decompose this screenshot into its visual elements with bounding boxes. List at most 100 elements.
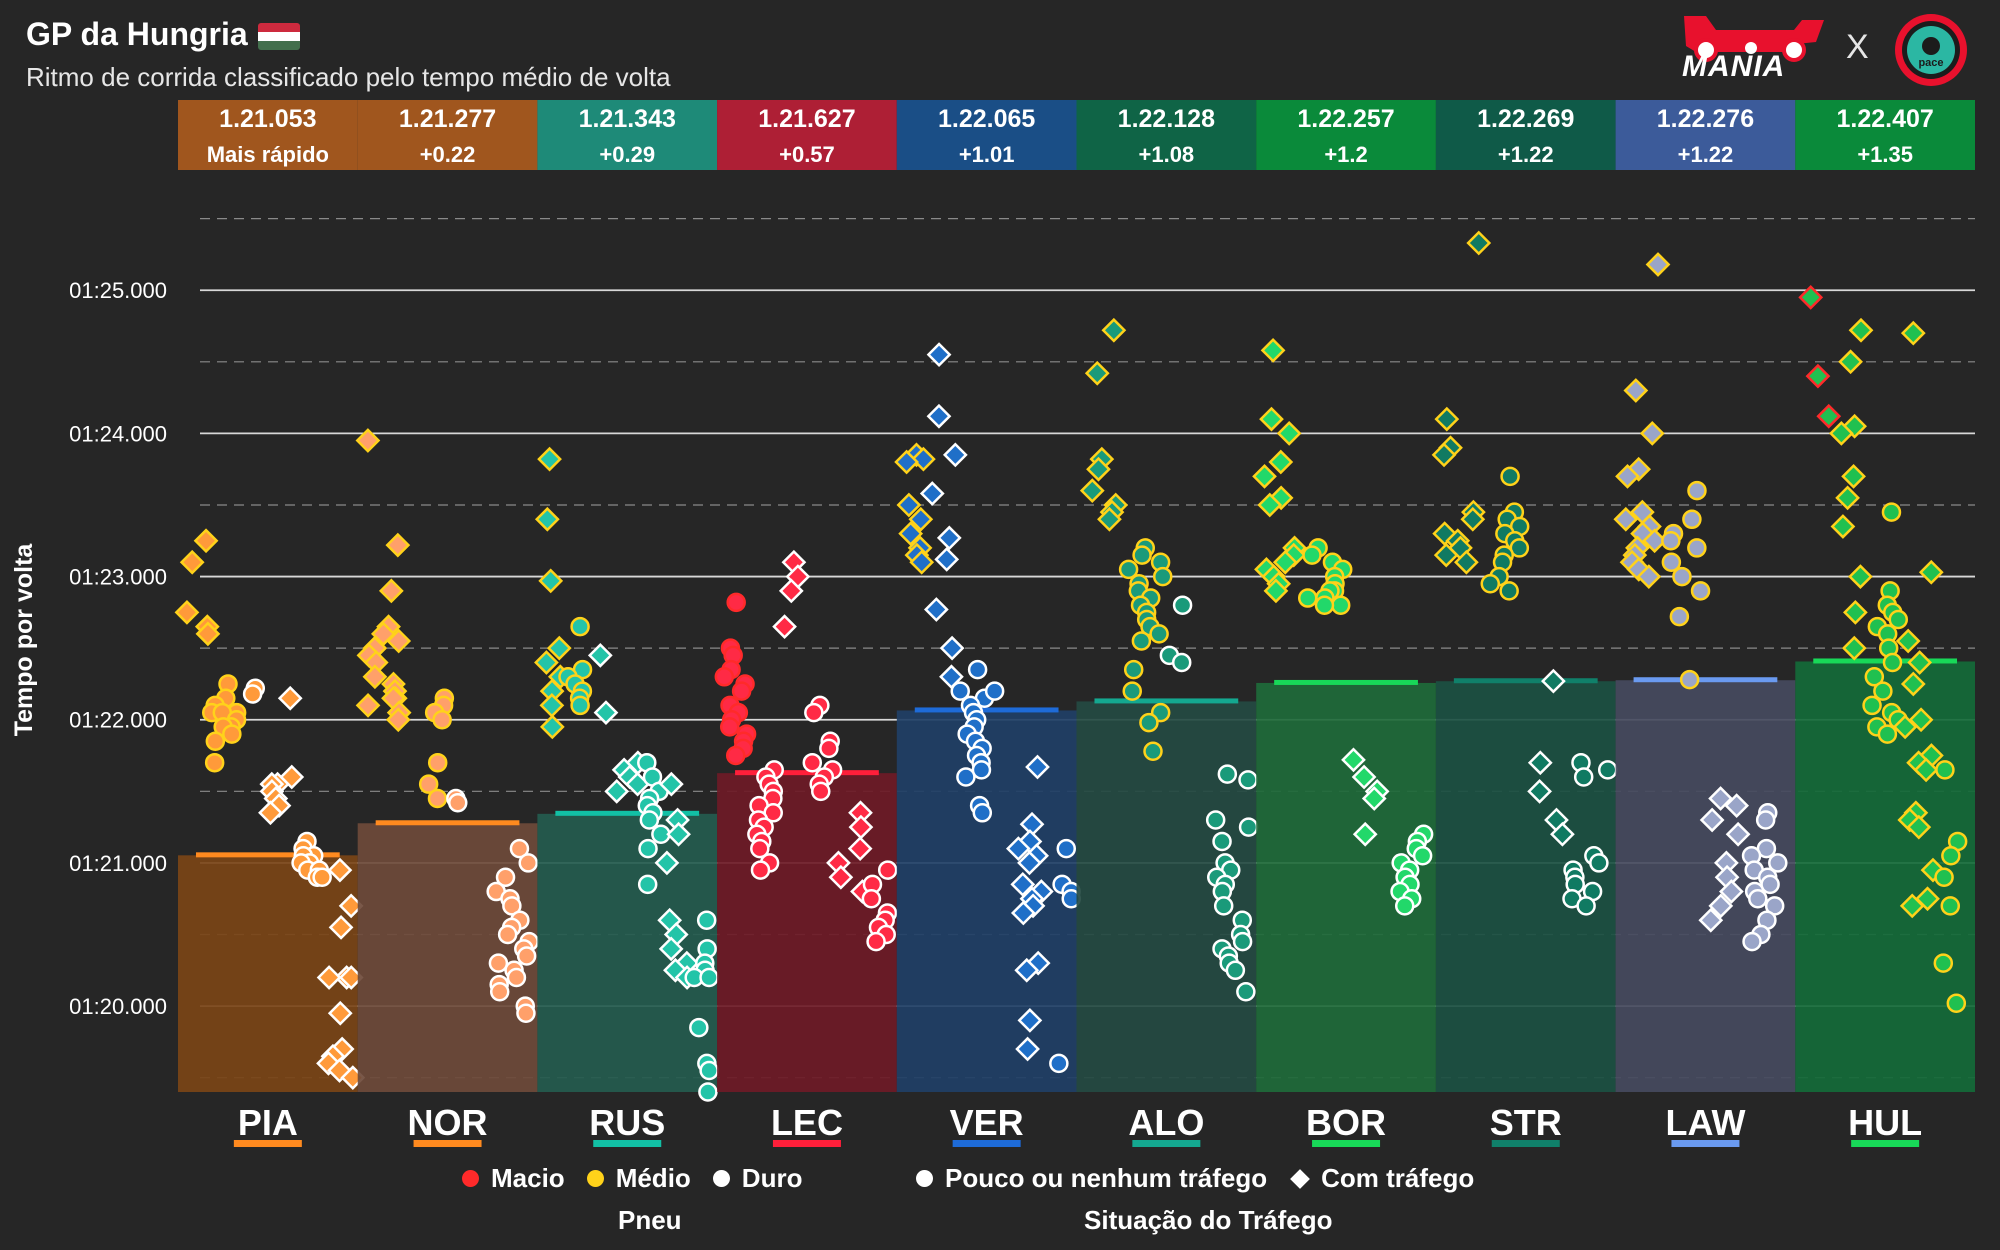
- driver-color-underline: [1132, 1140, 1201, 1147]
- lap-marker-circle: [448, 793, 468, 813]
- lap-marker-circle: [1131, 631, 1152, 651]
- lap-marker-diamond: [179, 549, 205, 575]
- driver-color-underline: [952, 1140, 1021, 1147]
- lap-marker-diamond: [355, 428, 381, 453]
- lap-marker-diamond: [1708, 786, 1733, 811]
- lap-marker-circle: [506, 967, 527, 988]
- avg-lap-label: 1.21.277: [399, 105, 496, 133]
- lap-marker-diamond: [1252, 463, 1277, 489]
- lap-marker-diamond: [1550, 821, 1575, 847]
- avg-lap-label: 1.22.407: [1836, 105, 1933, 133]
- lap-marker-diamond: [338, 893, 364, 919]
- header-cell: [1256, 100, 1436, 170]
- lap-marker-circle: [698, 1082, 718, 1102]
- lap-marker-diamond: [1639, 421, 1665, 446]
- average-bar-cap: [555, 810, 700, 816]
- header-cell: [1795, 100, 1975, 170]
- lap-marker-diamond: [1899, 893, 1925, 919]
- lap-marker-circle: [570, 695, 590, 716]
- lap-marker-circle: [638, 838, 658, 859]
- lap-marker-diamond: [939, 635, 965, 661]
- header-cell: [1435, 100, 1616, 170]
- lap-marker-diamond: [923, 597, 949, 622]
- lap-marker-diamond: [1623, 378, 1649, 403]
- lap-marker-circle: [725, 745, 746, 766]
- lap-marker-diamond: [934, 547, 960, 572]
- lap-marker-circle: [726, 592, 746, 613]
- lap-marker-diamond: [1725, 821, 1751, 847]
- lap-marker-diamond: [625, 771, 650, 797]
- lap-marker-circle: [1597, 760, 1618, 780]
- lap-marker-circle: [204, 752, 225, 773]
- driver-code-label: PIA: [238, 1102, 298, 1143]
- lap-marker-diamond: [378, 578, 404, 604]
- lap-marker-circle: [1940, 896, 1961, 916]
- lap-marker-circle: [1760, 874, 1780, 895]
- header-cell: [537, 100, 718, 170]
- lap-marker-circle: [1212, 831, 1232, 852]
- driver-code-label: BOR: [1306, 1102, 1386, 1143]
- lap-marker-circle: [1049, 1053, 1069, 1074]
- lap-marker-diamond: [316, 965, 342, 990]
- lap-marker-diamond: [1816, 403, 1842, 429]
- gap-label: +0.29: [599, 142, 655, 167]
- average-bar: [357, 823, 538, 1092]
- lap-marker-circle: [1661, 552, 1682, 573]
- lap-marker-circle: [956, 767, 976, 787]
- lap-marker-diamond: [909, 549, 935, 575]
- lap-marker-diamond: [847, 836, 873, 861]
- lap-marker-diamond: [386, 628, 412, 654]
- lap-marker-circle: [1122, 681, 1142, 701]
- lap-marker-diamond: [258, 800, 283, 826]
- driver-color-underline: [772, 1140, 841, 1147]
- lap-marker-circle: [1480, 573, 1501, 594]
- legend-item-medium: Médio: [586, 1163, 691, 1194]
- traffic-legend: Pouco ou nenhum tráfego Com tráfego: [916, 1163, 1496, 1194]
- lap-marker-circle: [518, 853, 538, 873]
- avg-lap-label: 1.21.627: [758, 105, 855, 133]
- lap-marker-diamond: [1079, 478, 1105, 504]
- lap-marker-circle: [714, 667, 735, 687]
- lap-marker-circle: [950, 681, 970, 701]
- lap-marker-diamond: [1010, 900, 1036, 926]
- lap-marker-diamond: [848, 800, 873, 826]
- header-cell: [178, 100, 358, 170]
- lap-marker-circle: [811, 781, 831, 802]
- legend-item-no-traffic: Pouco ou nenhum tráfego: [916, 1163, 1267, 1194]
- lap-marker-diamond: [919, 481, 945, 506]
- lap-marker-circle: [1056, 838, 1077, 859]
- circle-marker-icon: [916, 1170, 933, 1187]
- lap-marker-circle: [1297, 588, 1318, 608]
- legend-item-traffic: Com tráfego: [1289, 1163, 1474, 1194]
- lap-marker-circle: [1499, 581, 1519, 601]
- lap-marker-circle: [1149, 624, 1169, 644]
- lap-marker-diamond: [534, 506, 560, 532]
- lap-marker-circle: [719, 717, 740, 737]
- lap-marker-diamond: [926, 403, 952, 429]
- lap-marker-diamond: [1798, 285, 1824, 310]
- lap-marker-diamond: [1260, 337, 1286, 363]
- lap-marker-diamond: [327, 857, 353, 883]
- lap-marker-circle: [1232, 931, 1253, 952]
- lap-marker-circle: [1882, 652, 1903, 673]
- driver-code-label: VER: [950, 1102, 1024, 1143]
- lap-marker-circle: [1941, 846, 1961, 866]
- avg-lap-label: 1.22.065: [938, 105, 1035, 133]
- y-tick-label: 01:25.000: [69, 278, 167, 303]
- lap-marker-diamond: [1005, 836, 1031, 861]
- lap-marker-circle: [689, 1017, 709, 1038]
- avg-lap-label: 1.21.343: [579, 105, 676, 133]
- lap-marker-diamond: [1084, 360, 1110, 386]
- lap-marker-diamond: [1718, 879, 1744, 904]
- lap-marker-circle: [1238, 817, 1259, 837]
- avg-lap-label: 1.22.128: [1118, 105, 1215, 133]
- lap-marker-diamond: [1841, 635, 1867, 661]
- lap-marker-circle: [1661, 531, 1681, 551]
- lap-marker-circle: [1330, 595, 1351, 615]
- lap-marker-circle: [1302, 545, 1322, 565]
- lap-marker-circle: [967, 659, 988, 680]
- average-bar-cap: [735, 770, 879, 776]
- lap-marker-diamond: [362, 664, 388, 690]
- lap-marker-circle: [639, 810, 660, 830]
- lap-marker-diamond: [658, 771, 684, 797]
